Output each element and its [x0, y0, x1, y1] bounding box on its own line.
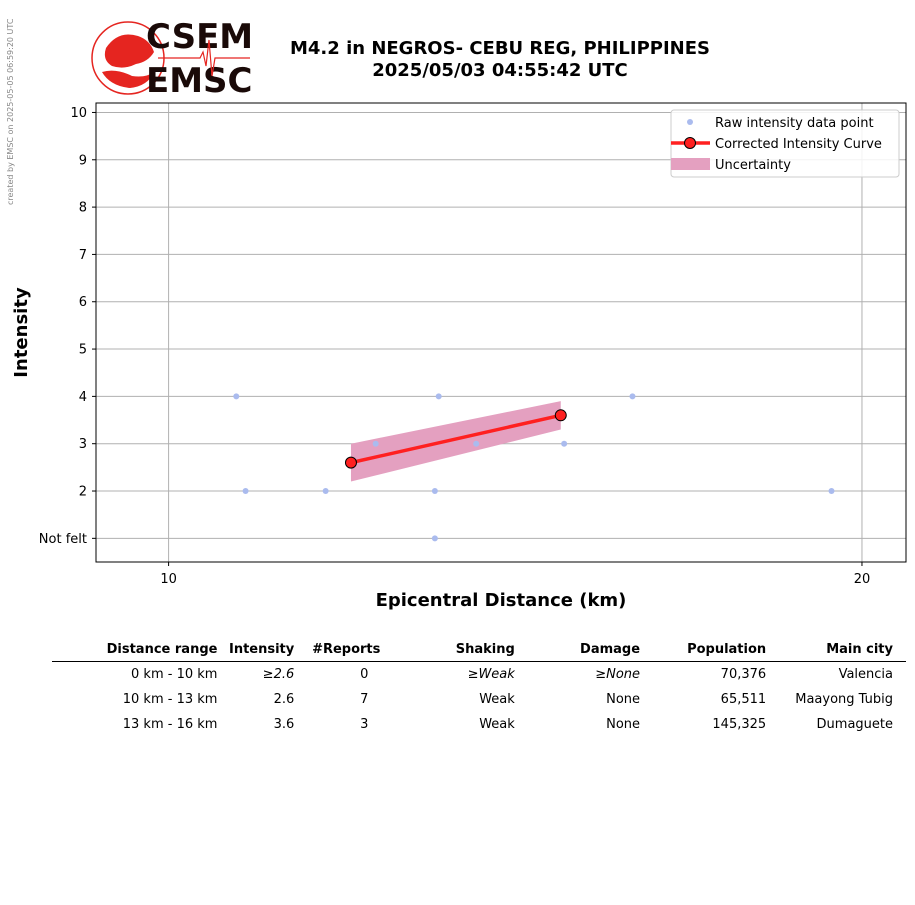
- column-header: Main city: [766, 640, 906, 662]
- table-cell: 7: [360, 692, 369, 707]
- raw-data-point: [561, 440, 568, 447]
- corrected-intensity-curve: [349, 413, 563, 465]
- column-header: Damage: [514, 640, 641, 662]
- table-cell: Valencia: [838, 667, 893, 682]
- x-tick-label: 20: [854, 572, 871, 587]
- table-cell: None: [606, 717, 641, 732]
- table-cell: 2.6: [273, 692, 295, 707]
- y-tick-label: 7: [79, 248, 87, 263]
- logo-text-top: CSEM: [146, 18, 253, 57]
- table-body: 0 km - 10 km ≥2.6 0 ≥Weak ≥None 70,376 Valenci…: [52, 662, 906, 738]
- table-cell: 65,511: [720, 692, 767, 707]
- legend-label: Uncertainty: [715, 158, 791, 173]
- table-cell: 0 km - 10 km: [131, 667, 218, 682]
- table-cell: ≥2.6: [262, 667, 295, 682]
- legend-curve-marker: [684, 137, 696, 149]
- logo-map: [104, 34, 154, 68]
- intensity-table: Distance range Intensity #Reports Shaking Da…: [52, 640, 906, 737]
- x-axis-label: Epicentral Distance (km): [376, 590, 627, 611]
- table-cell: ≥Weak: [467, 667, 515, 682]
- raw-data-point: [828, 488, 835, 495]
- raw-data-point: [372, 440, 379, 447]
- title-line-2: 2025/05/03 04:55:42 UTC: [372, 60, 628, 81]
- column-header: Shaking: [392, 640, 515, 662]
- raw-data-point: [233, 393, 240, 400]
- y-tick-label: 5: [79, 343, 87, 358]
- y-tick-label: 6: [79, 295, 87, 310]
- y-tick-label: 8: [79, 201, 87, 216]
- raw-data-point: [242, 488, 249, 495]
- table-cell: Weak: [479, 717, 515, 732]
- table-cell: 0: [360, 667, 369, 682]
- y-tick-label: 9: [79, 153, 87, 168]
- column-header: Intensity: [217, 640, 295, 662]
- column-header: Distance range: [52, 640, 218, 662]
- title-line-1: M4.2 in NEGROS- CEBU REG, PHILIPPINES: [290, 38, 710, 59]
- table-cell: 145,325: [712, 717, 767, 732]
- y-tick-label: Not felt: [39, 532, 87, 547]
- y-tick-label: 4: [79, 390, 87, 405]
- chart-title: M4.2 in NEGROS- CEBU REG, PHILIPPINES 20…: [250, 38, 750, 82]
- raw-data-point: [435, 393, 442, 400]
- curve-marker: [344, 456, 357, 469]
- raw-data-point: [473, 440, 480, 447]
- table-cell: 3: [360, 717, 369, 732]
- legend-label: Raw intensity data point: [715, 116, 874, 131]
- raw-data-point: [431, 488, 438, 495]
- raw-data-point: [322, 488, 329, 495]
- column-header: Population: [640, 640, 767, 662]
- y-tick-label: 3: [79, 437, 87, 452]
- table-row: 13 km - 16 km 3.6 3 Weak None 145,325 Dumaguet…: [52, 712, 906, 737]
- table-cell: Weak: [479, 692, 515, 707]
- y-axis-label: Intensity: [11, 287, 32, 378]
- x-tick-label: 10: [160, 572, 177, 587]
- table-cell: 3.6: [273, 717, 295, 732]
- table-cell: 13 km - 16 km: [122, 717, 218, 732]
- table-cell: 70,376: [720, 667, 767, 682]
- emsc-logo: CSEM EMSC: [91, 18, 253, 98]
- logo-map-south: [102, 70, 154, 88]
- raw-data-point: [629, 393, 636, 400]
- curve-marker: [554, 409, 567, 422]
- uncertainty-band: [350, 401, 561, 482]
- y-tick-label: 2: [79, 485, 87, 500]
- table-cell: Dumaguete: [816, 717, 893, 732]
- logo-seismogram: [158, 39, 250, 77]
- plot-frame: [95, 102, 907, 563]
- table-cell: None: [606, 692, 641, 707]
- legend-raw-marker: [687, 119, 693, 125]
- legend-label: Corrected Intensity Curve: [715, 137, 882, 152]
- table-cell: ≥None: [595, 667, 641, 682]
- table-cell: 10 km - 13 km: [122, 692, 218, 707]
- y-tick-label: 10: [70, 106, 87, 121]
- table-row: 0 km - 10 km ≥2.6 0 ≥Weak ≥None 70,376 Valenci…: [52, 662, 906, 688]
- raw-data-point: [431, 535, 438, 542]
- logo-text-bottom: EMSC: [146, 61, 253, 98]
- legend-band-swatch: [671, 158, 710, 170]
- table-header-row: Distance range Intensity #Reports Shaking Da…: [52, 640, 906, 662]
- table-row: 10 km - 13 km 2.6 7 Weak None 65,511 Maayong T…: [52, 687, 906, 712]
- intensity-chart: Not felt 2 3 4 5 6 7 8 9 10 10 20 Epicentral Distanc…: [11, 102, 907, 611]
- column-header: #Reports: [294, 640, 393, 662]
- table-cell: Maayong Tubig: [795, 692, 893, 707]
